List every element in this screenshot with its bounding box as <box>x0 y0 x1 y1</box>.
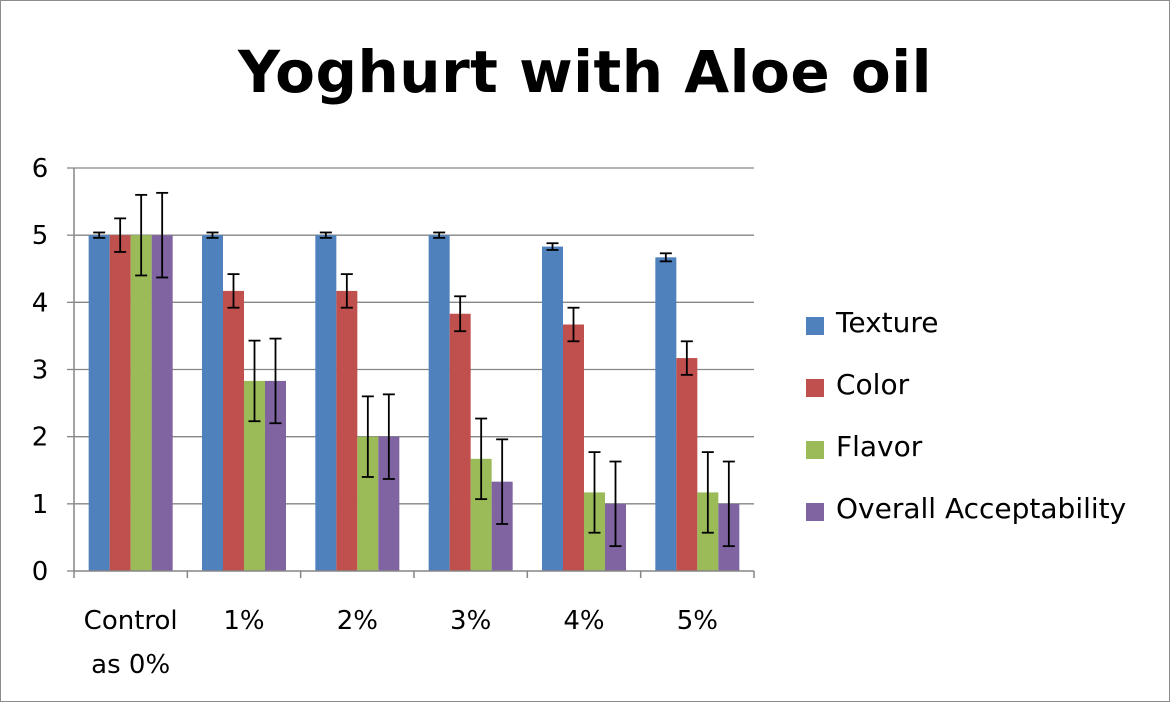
bar <box>428 235 450 571</box>
bar <box>491 481 513 571</box>
x-tick-label: 1% <box>223 606 264 636</box>
y-tick-label: 5 <box>32 221 49 251</box>
bar <box>470 458 492 571</box>
x-tick-label: 2% <box>337 606 378 636</box>
bar <box>130 235 152 571</box>
bar <box>378 436 400 571</box>
bar <box>449 313 471 571</box>
bar <box>676 358 698 571</box>
legend-label: Color <box>836 368 910 401</box>
bar <box>109 235 131 571</box>
bar <box>315 235 337 571</box>
bar <box>357 436 379 571</box>
bar <box>244 380 265 571</box>
y-tick-label: 1 <box>32 490 49 520</box>
x-tick-label: 4% <box>563 606 604 636</box>
chart-title: Yoghurt with Aloe oil <box>237 38 933 106</box>
bar <box>265 380 286 571</box>
legend-swatch <box>806 441 824 459</box>
legend-swatch <box>806 503 824 521</box>
y-tick-label: 2 <box>32 423 49 453</box>
bar <box>542 246 563 571</box>
bar <box>202 235 223 571</box>
legend-label: Texture <box>836 306 939 339</box>
x-tick-label: Control as 0% <box>84 606 178 680</box>
y-tick-label: 6 <box>32 154 49 184</box>
bar <box>88 235 110 571</box>
bar <box>655 257 677 571</box>
legend-swatch <box>806 379 824 397</box>
y-tick-label: 4 <box>32 288 49 318</box>
y-tick-label: 3 <box>32 356 49 386</box>
x-tick-label: 3% <box>450 606 491 636</box>
bar <box>223 290 244 571</box>
bar <box>336 290 358 571</box>
legend-label: Overall Acceptability <box>836 492 1127 525</box>
bar <box>151 235 173 571</box>
x-tick-label: 5% <box>677 606 718 636</box>
legend-swatch <box>806 317 824 335</box>
legend-label: Flavor <box>836 430 923 463</box>
bar <box>563 324 584 571</box>
y-tick-label: 0 <box>32 557 49 587</box>
